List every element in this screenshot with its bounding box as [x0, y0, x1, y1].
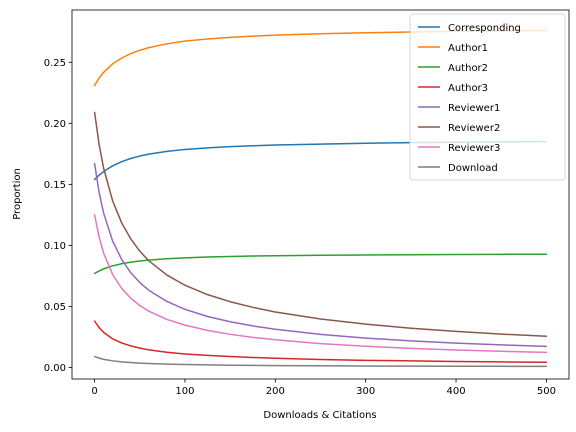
y-tick-label: 0.20: [44, 119, 66, 130]
y-axis-label: Proportion: [12, 168, 23, 220]
legend-label-download: Download: [448, 163, 498, 174]
x-tick-label: 500: [537, 386, 556, 397]
series-line-reviewer1: [93, 162, 548, 348]
series-line-reviewer2: [93, 111, 548, 338]
plot-frame: [71, 9, 570, 380]
y-axis-ticks: 0.00 0.05 0.10 0.15 0.20 0.25: [44, 58, 72, 374]
x-tick-label: 200: [266, 386, 285, 397]
y-tick-label: 0.00: [44, 363, 66, 374]
series-line-author2: [93, 253, 548, 275]
x-axis-label: Downloads & Citations: [263, 410, 376, 421]
x-tick-label: 100: [175, 386, 194, 397]
x-axis-ticks: 0 100 200 300 400 500: [91, 379, 556, 397]
legend-label-reviewer3: Reviewer3: [448, 143, 500, 154]
y-tick-label: 0.15: [44, 180, 66, 191]
legend-label-author3: Author3: [448, 83, 488, 94]
series-lines: [93, 29, 548, 368]
x-tick-label: 300: [356, 386, 375, 397]
legend-label-reviewer1: Reviewer1: [448, 103, 500, 114]
series-line-corresponding: [93, 140, 548, 181]
series-line-download: [93, 355, 548, 368]
legend-box: [409, 13, 566, 181]
legend-label-reviewer2: Reviewer2: [448, 123, 500, 134]
series-line-author1: [93, 29, 548, 87]
y-tick-label: 0.25: [44, 58, 66, 69]
x-tick-label: 0: [91, 386, 97, 397]
x-tick-label: 400: [446, 386, 465, 397]
series-line-reviewer3: [93, 214, 548, 354]
legend-label-author1: Author1: [448, 43, 488, 54]
legend-label-author2: Author2: [448, 63, 488, 74]
series-line-author3: [93, 320, 548, 364]
y-tick-label: 0.10: [44, 241, 66, 252]
legend: Corresponding Author1 Author2 Author3 Review…: [409, 13, 566, 181]
legend-label-corresponding: Corresponding: [448, 23, 521, 34]
y-tick-label: 0.05: [44, 302, 66, 313]
